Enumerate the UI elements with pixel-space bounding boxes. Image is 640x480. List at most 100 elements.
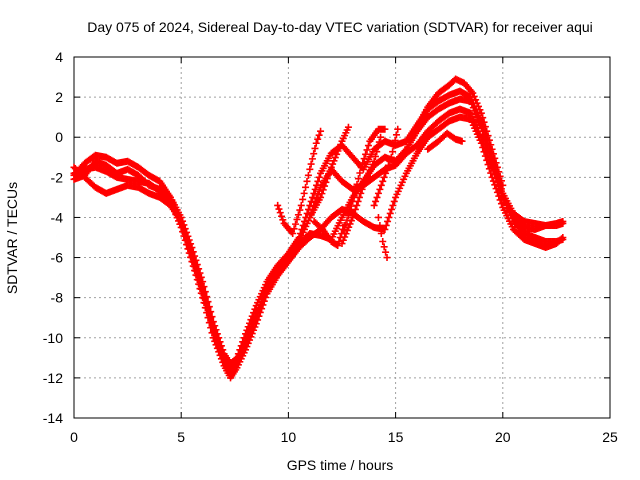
axis-ticks: 0 5 10 15 20 25 -14 -12 -10 -8 -6 -4 -2 0 2 4 [43,49,618,445]
data-point [303,209,311,217]
series-drop-14.5h [374,213,391,262]
data-point [193,272,201,280]
data-point [379,177,387,185]
data-point [295,234,303,241]
series-evening-peak [413,75,507,189]
data-point [377,229,385,237]
data-point [385,213,393,221]
data-point [300,217,308,225]
data-point [362,150,370,158]
data-point [469,89,477,97]
data-point [307,160,315,168]
data-point [250,309,258,317]
data-point [370,157,378,165]
data-point [373,193,381,201]
data-point [370,201,378,209]
series-arc-14h [338,133,385,248]
data-point [484,132,492,140]
data-point [313,181,321,189]
x-tick-label: 15 [388,429,404,445]
data-point [476,120,484,128]
data-point [497,177,505,185]
data-point [480,148,488,156]
data-point [344,123,352,131]
data-point [246,319,254,327]
data-point [334,147,342,155]
data-point [376,185,384,193]
data-point [307,197,315,205]
data-point [350,209,358,217]
data-point [373,148,381,156]
data-point [216,347,224,355]
data-point [497,200,505,208]
data-point [559,236,567,244]
data-point [390,142,398,150]
data-point [334,242,342,250]
data-point [240,343,248,351]
data-point [458,137,466,145]
data-point [252,314,260,322]
y-axis-label: SDTVAR / TECUs [4,182,20,294]
data-point [258,298,266,306]
data-point [374,189,382,197]
data-point [359,159,367,167]
data-point [375,138,383,146]
data-point [340,221,348,229]
data-point [380,173,388,181]
data-point [480,118,488,126]
data-point [346,207,354,215]
data-point [336,234,344,241]
data-point [260,290,268,298]
data-points [70,75,567,382]
data-point [184,241,192,249]
data-point [219,354,227,362]
data-point [357,189,365,197]
x-tick-label: 20 [495,429,511,445]
data-point [298,225,306,233]
data-point [330,157,338,165]
data-point [326,167,334,175]
data-point [504,204,512,212]
data-point [192,267,200,275]
x-axis-label: GPS time / hours [287,457,394,473]
y-tick-label: -8 [51,290,64,306]
data-point [391,136,399,144]
data-point [314,177,322,185]
data-point [234,357,242,365]
data-point [248,312,256,320]
data-point [380,243,388,251]
data-point [335,238,343,246]
data-point [489,150,497,158]
data-point [171,203,178,211]
data-point [345,223,353,231]
data-point [343,226,351,234]
y-tick-label: -10 [43,330,63,346]
data-point [246,330,254,338]
data-point [183,237,191,245]
data-point [499,181,507,189]
data-point [302,183,310,191]
data-point [508,214,516,222]
data-point [386,209,394,217]
data-point [233,360,241,368]
data-point [376,221,384,229]
data-point [363,146,371,154]
data-point [314,135,322,143]
data-point [477,139,485,147]
data-point [185,245,193,253]
x-tick-label: 10 [281,429,297,445]
data-point [195,276,203,284]
data-point [289,229,297,237]
data-point [294,211,302,219]
data-point [355,193,363,201]
data-point [279,216,287,224]
data-point [203,304,211,312]
data-point [315,131,323,139]
data-point [187,249,195,257]
data-point [507,211,515,219]
data-point [475,117,483,125]
data-point [470,92,478,100]
data-point [374,213,382,221]
data-point [296,229,304,237]
data-point [488,145,496,153]
